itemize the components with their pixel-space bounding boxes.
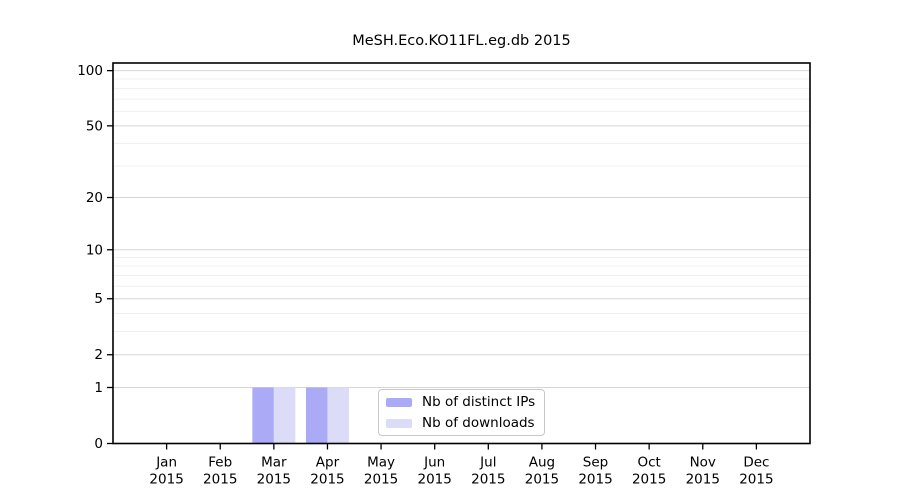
x-tick-label-month: May	[367, 455, 395, 471]
x-tick-label-month: Aug	[529, 455, 555, 471]
legend: Nb of distinct IPs Nb of downloads	[378, 389, 545, 436]
x-tick-label-year: 2015	[739, 472, 773, 488]
legend-swatch-distinct-ips	[386, 397, 412, 407]
legend-swatch-downloads	[386, 418, 412, 428]
x-tick-label-month: Mar	[261, 455, 287, 471]
x-tick-label-year: 2015	[632, 472, 666, 488]
y-tick-label: 10	[86, 242, 103, 258]
x-tick-label-year: 2015	[418, 472, 452, 488]
y-tick-label: 0	[94, 436, 103, 452]
y-tick-label: 5	[94, 291, 103, 307]
x-tick-label-year: 2015	[525, 472, 559, 488]
x-tick-label-month: Apr	[316, 455, 340, 471]
plot-frame	[112, 62, 811, 445]
x-tick-label-year: 2015	[686, 472, 720, 488]
y-tick-label: 20	[86, 190, 103, 206]
bar-downloads	[273, 387, 296, 444]
x-tick-label-month: Jan	[155, 455, 177, 471]
y-tick-label: 2	[94, 347, 103, 363]
legend-label-downloads: Nb of downloads	[422, 415, 535, 431]
x-tick-label-month: Dec	[743, 455, 769, 471]
y-tick-label: 50	[86, 118, 103, 134]
x-tick-label-month: Nov	[690, 455, 716, 471]
x-tick-label-year: 2015	[310, 472, 344, 488]
legend-label-distinct-ips: Nb of distinct IPs	[422, 394, 536, 410]
x-tick-label-year: 2015	[149, 472, 183, 488]
x-tick-label-month: Sep	[583, 455, 608, 471]
x-tick-label-year: 2015	[578, 472, 612, 488]
x-tick-label-month: Feb	[208, 455, 232, 471]
x-tick-label-year: 2015	[203, 472, 237, 488]
bar-distinct-ips	[305, 387, 328, 444]
legend-item-distinct-ips: Nb of distinct IPs	[386, 393, 544, 411]
y-tick-label: 1	[94, 380, 103, 396]
bar-distinct-ips	[252, 387, 274, 444]
x-tick-label-year: 2015	[471, 472, 505, 488]
x-tick-label-month: Oct	[637, 455, 660, 471]
legend-item-downloads: Nb of downloads	[386, 414, 544, 432]
x-tick-label-year: 2015	[257, 472, 291, 488]
x-tick-label-month: Jul	[479, 455, 496, 471]
bar-downloads	[327, 387, 349, 444]
y-tick-label: 100	[77, 63, 103, 79]
x-tick-label-year: 2015	[364, 472, 398, 488]
x-tick-label-month: Jun	[423, 455, 445, 471]
chart-title: MeSH.Eco.KO11FL.eg.db 2015	[352, 33, 571, 49]
